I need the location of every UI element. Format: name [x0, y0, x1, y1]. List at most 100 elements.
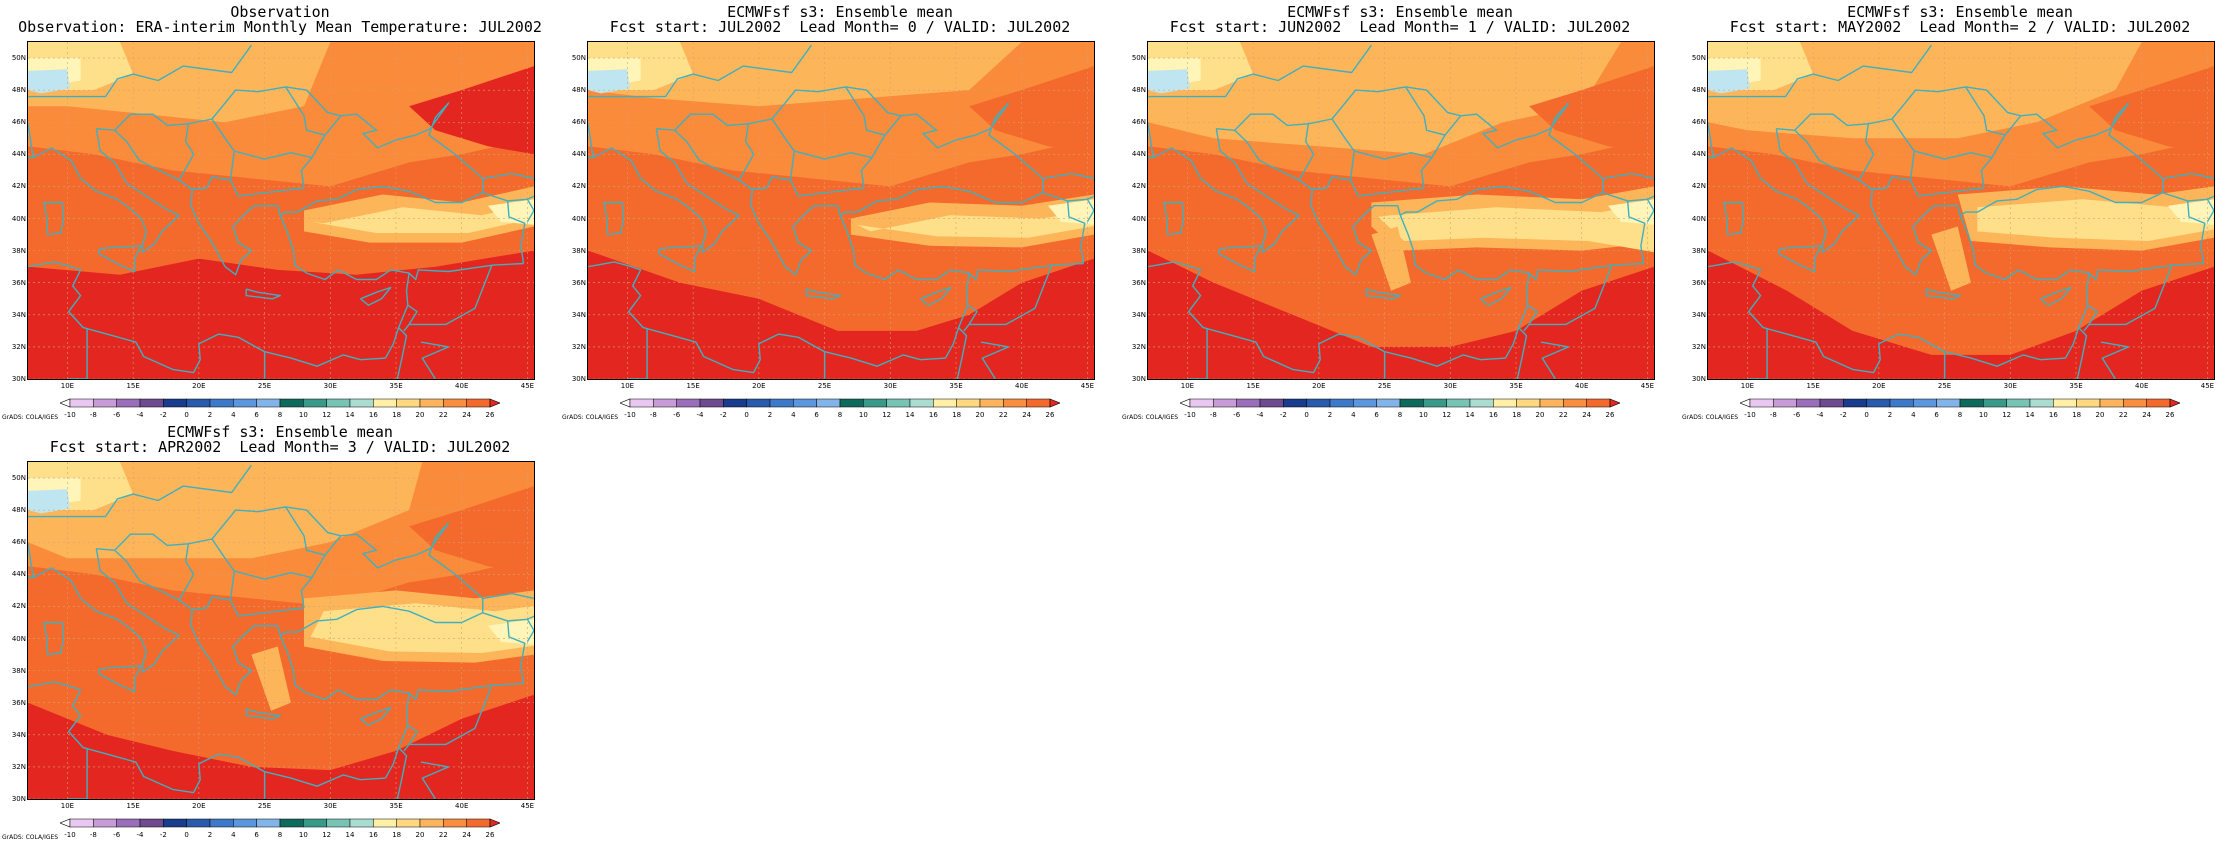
grads-credit: GrADS: COLA/IGES [2, 414, 59, 421]
colorbar-level-label: 20 [416, 411, 425, 419]
colorbar-level-label: -10 [624, 411, 635, 419]
lon-tick-label: 45E [520, 802, 535, 810]
colorbar-swatch [209, 398, 234, 408]
colorbar-level-label: 14 [906, 411, 915, 419]
grads-credit: GrADS: COLA/IGES [1682, 414, 1739, 421]
colorbar-level-label: -10 [1184, 411, 1195, 419]
colorbar-level-label: 26 [2166, 411, 2175, 419]
coastline-path [1708, 44, 1932, 98]
colorbar-swatch [1399, 398, 1424, 408]
colorbar-level-label: 8 [1398, 411, 1402, 419]
lat-tick-label: 44N [11, 570, 26, 579]
colorbar-level-label: 24 [1582, 411, 1591, 419]
lat-tick-label: 30N [1131, 375, 1146, 383]
coastline-path [245, 708, 281, 720]
colorbar: -10 -8 -6 -4 -2 0 2 4 6 8 10 12 14 16 18 20 22 24 26 [60, 398, 500, 419]
colorbar-level-label: -4 [137, 411, 145, 419]
colorbar-level-label: 0 [744, 411, 748, 419]
panel-subtitle: Fcst start: JUL2002 Lead Month= 0 / VALI… [609, 18, 1071, 36]
lon-tick-label: 20E [752, 382, 766, 390]
colorbar-level-label: -2 [1840, 411, 1847, 419]
lon-tick-label: 25E [257, 802, 272, 810]
colorbar-swatch [863, 398, 887, 408]
lat-tick-label: 42N [571, 182, 586, 191]
colorbar-level-label: 12 [2002, 411, 2011, 419]
coastline-path [1148, 261, 1506, 374]
coastline-path [285, 86, 326, 136]
lat-tick-label: 48N [11, 86, 26, 95]
lon-tick-label: 30E [2003, 382, 2017, 390]
colorbar-arrow-high [2169, 398, 2180, 408]
colorbar-swatch [139, 398, 164, 408]
coastline-path [178, 543, 195, 601]
map-plot-area [27, 461, 535, 800]
coastline-path [1708, 123, 1714, 159]
colorbar-arrow-low [620, 398, 631, 408]
colorbar-level-label: 4 [1351, 411, 1356, 419]
lon-tick-label: 15E [126, 382, 140, 390]
coastline-path [1980, 102, 2164, 193]
lon-tick-label: 15E [1246, 382, 1260, 390]
colorbar-swatch [1469, 398, 1494, 408]
coastline-path [420, 341, 450, 379]
coastline-path [784, 185, 1043, 276]
coastline-path [963, 304, 978, 332]
colorbar-swatch [466, 398, 491, 408]
map-panel-lead3: ECMWFsf s3: Ensemble mean Fcst start: APR… [0, 420, 560, 841]
lat-tick-label: 30N [11, 795, 26, 803]
coastline-path [28, 464, 252, 518]
gridlines [28, 42, 534, 379]
coastline-path [2187, 200, 2206, 264]
colorbar-arrow-high [489, 818, 500, 828]
colorbar-swatch [886, 398, 911, 408]
temperature-field [1148, 42, 1654, 379]
colorbar-level-label: 26 [1606, 411, 1615, 419]
colorbar-swatch [1423, 398, 1447, 408]
colorbar-swatch [723, 398, 747, 408]
coastline-path [1965, 86, 2006, 136]
shaded-contours [28, 462, 534, 799]
colorbar-swatch [1283, 398, 1307, 408]
colorbar-swatch [629, 398, 654, 408]
coastline-path [860, 102, 1044, 193]
shade-anatolia-18-20 [1977, 199, 2214, 241]
colorbar-swatch [2006, 398, 2031, 408]
lon-tick-label: 15E [686, 382, 700, 390]
lon-tick-label: 10E [620, 382, 635, 390]
shade-cold-alps [28, 489, 71, 514]
lon-tick-label: 45E [520, 382, 535, 390]
map-panel-obs: Observation Observation: ERA-interim Mont… [0, 0, 560, 422]
coastline-path [32, 128, 180, 253]
coastline-path [1349, 150, 1433, 181]
map-plot-area [27, 41, 535, 380]
shade-hot-east [409, 66, 534, 155]
lat-tick-label: 48N [11, 506, 26, 515]
lon-tick-label: 40E [1575, 382, 1589, 390]
lat-tick-label: 40N [571, 214, 586, 223]
colorbar-level-label: 26 [1046, 411, 1055, 419]
coastline-path [32, 548, 180, 673]
lat-tick-label: 32N [11, 762, 26, 771]
coastline-path [28, 543, 34, 579]
coastline-path [588, 261, 946, 374]
colorbar-level-label: 4 [231, 411, 236, 419]
lat-tick-label: 38N [11, 246, 26, 255]
colorbar-swatch [116, 818, 141, 828]
lon-tick-label: 40E [2135, 382, 2149, 390]
coastline-path [2206, 198, 2214, 223]
colorbar-swatch [699, 398, 724, 408]
colorbar-swatch [233, 398, 257, 408]
coastline-path [1858, 123, 1875, 181]
panel-subtitle: Fcst start: APR2002 Lead Month= 3 / VALI… [49, 438, 511, 456]
lat-tick-label: 42N [1691, 182, 1706, 191]
coastline-path [1399, 215, 1530, 359]
colorbar-swatch [676, 398, 701, 408]
lon-tick-label: 10E [60, 382, 75, 390]
lat-tick-label: 50N [571, 54, 586, 63]
colorbar-level-label: -6 [673, 411, 681, 419]
colorbar-level-label: -2 [1280, 411, 1287, 419]
colorbar-swatch [1586, 398, 1611, 408]
colorbar-swatch [349, 818, 374, 828]
grads-credit: GrADS: COLA/IGES [1122, 414, 1179, 421]
colorbar-level-label: 14 [1466, 411, 1475, 419]
